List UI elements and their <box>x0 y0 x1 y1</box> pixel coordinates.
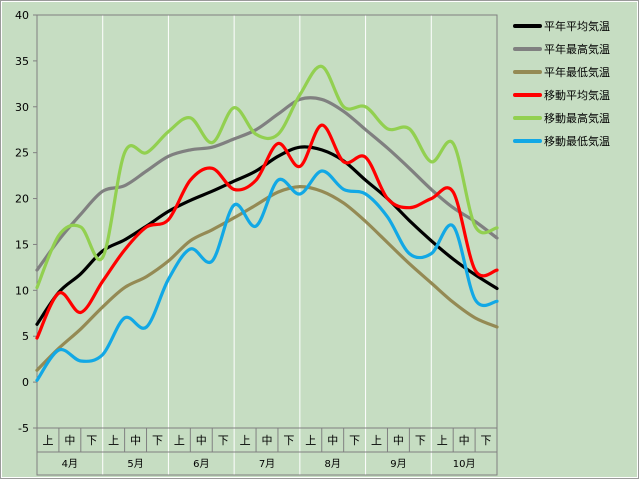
period-label: 中 <box>196 434 207 447</box>
series-lines <box>35 64 499 382</box>
period-label: 上 <box>108 434 119 447</box>
chart-area <box>2 2 637 477</box>
legend-label: 移動最低気温 <box>544 134 610 148</box>
period-label: 上 <box>42 434 53 447</box>
y-tick-label: 5 <box>22 330 29 343</box>
period-label: 下 <box>283 434 294 447</box>
legend-label: 平年平均気温 <box>544 19 610 33</box>
period-label: 上 <box>174 434 185 447</box>
y-tick-label: 20 <box>15 193 29 206</box>
y-tick-label: 30 <box>15 101 29 114</box>
period-label: 中 <box>130 434 141 447</box>
plot-frame <box>36 14 498 476</box>
y-tick-label: 10 <box>15 284 29 297</box>
month-label: 4月 <box>62 458 78 470</box>
series-line-4 <box>35 64 499 290</box>
month-label: 5月 <box>127 458 143 470</box>
period-label: 下 <box>152 434 163 447</box>
period-label: 中 <box>459 434 470 447</box>
month-label: 6月 <box>193 458 209 470</box>
y-tick-label: 15 <box>15 238 29 251</box>
period-label: 下 <box>218 434 229 447</box>
grid-lines <box>102 15 432 475</box>
y-tick-label: 0 <box>22 376 29 389</box>
legend-label: 平年最低気温 <box>544 65 610 79</box>
y-tick-label: -5 <box>18 422 29 435</box>
period-label: 中 <box>393 434 404 447</box>
period-label: 中 <box>64 434 75 447</box>
month-label: 8月 <box>325 458 341 470</box>
legend-label: 移動最高気温 <box>544 111 610 125</box>
y-tick-label: 40 <box>15 9 29 22</box>
period-label: 下 <box>481 434 492 447</box>
period-label: 下 <box>415 434 426 447</box>
month-label: 10月 <box>453 458 476 470</box>
period-label: 上 <box>371 434 382 447</box>
period-label: 上 <box>240 434 251 447</box>
series-line-2 <box>35 184 499 372</box>
series-line-1 <box>35 96 499 272</box>
series-line-5 <box>35 169 499 382</box>
y-tick-label: 25 <box>15 147 29 160</box>
y-tick-label: 35 <box>15 55 29 68</box>
period-label: 中 <box>327 434 338 447</box>
period-label: 上 <box>305 434 316 447</box>
month-label: 7月 <box>259 458 275 470</box>
period-label: 中 <box>262 434 273 447</box>
legend-label: 移動平均気温 <box>544 88 610 102</box>
legend-label: 平年最高気温 <box>544 42 610 56</box>
period-label: 上 <box>437 434 448 447</box>
month-label: 9月 <box>390 458 406 470</box>
series-line-3 <box>35 123 499 340</box>
period-label: 下 <box>86 434 97 447</box>
period-label: 下 <box>349 434 360 447</box>
axes: -50510152025303540上中下上中下上中下上中下上中下上中下上中下4… <box>15 9 498 476</box>
